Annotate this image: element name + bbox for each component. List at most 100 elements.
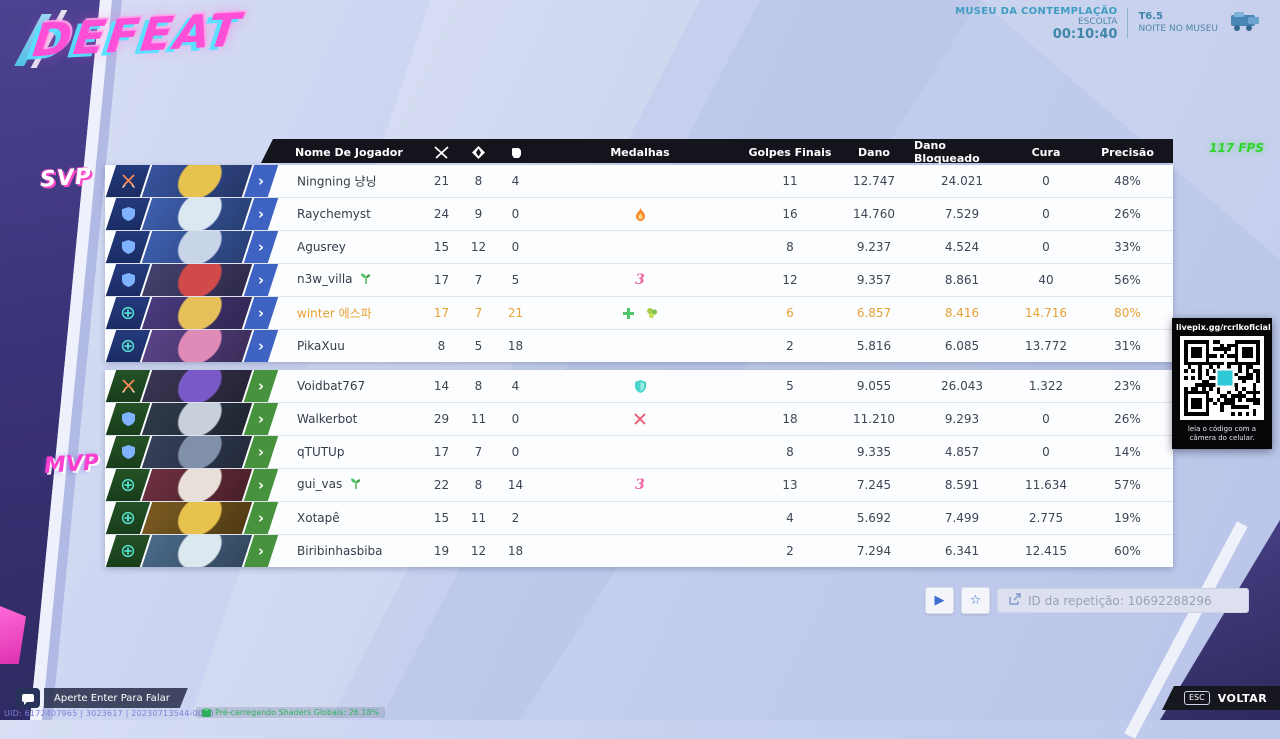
assists-value: 4 [511, 379, 520, 393]
damage-blocked-value: 8.416 [944, 306, 980, 320]
hero-portrait [141, 330, 253, 362]
player-row[interactable]: › gui_vas 22 8 14 3 13 7.245 8.591 11.634 57% [105, 468, 1173, 501]
copy-replay-icon [1008, 592, 1022, 609]
role-vanguard-icon [105, 403, 151, 435]
assists-icon [497, 139, 534, 165]
chevron-right-icon: › [257, 336, 265, 355]
hero-portrait [141, 469, 253, 501]
enemy-team-block: › Voidbat767 14 8 4 5 9.055 26.043 1.322 23% › Walk… [105, 370, 1173, 567]
damage-value: 7.294 [856, 544, 892, 558]
role-vanguard-icon [105, 231, 151, 263]
header-bar [261, 139, 1173, 163]
accuracy-value: 48% [1114, 174, 1141, 188]
role-strategist-icon [105, 330, 151, 362]
deaths-value: 7 [474, 445, 483, 459]
player-name: Ningning 냥닝 [297, 174, 377, 189]
defeat-banner: DEFEAT [30, 3, 245, 68]
medals-cell [534, 403, 746, 435]
qr-title: livepix.gg/rcrlkoficial [1176, 323, 1271, 332]
chevron-right-icon: › [257, 376, 265, 395]
esc-keycap: ESC [1184, 691, 1210, 705]
final-hits-value: 11 [782, 174, 798, 188]
back-button[interactable]: ESC VOLTAR [1162, 686, 1280, 710]
header-healing: Cura [1031, 145, 1061, 159]
medal-red-swords-icon [634, 413, 646, 425]
medal-flame-icon [635, 207, 646, 221]
medal-shield-icon [634, 379, 646, 393]
shader-progress-text: Pré-carregando Shaders Globais: 26.18% [215, 708, 380, 717]
final-hits-value: 18 [782, 412, 798, 426]
final-hits-value: 6 [786, 306, 794, 320]
final-hits-value: 8 [786, 240, 794, 254]
assists-value: 0 [511, 240, 520, 254]
eliminations-icon [423, 139, 460, 165]
kills-value: 15 [433, 240, 450, 254]
damage-value: 11.210 [853, 412, 895, 426]
mvp-label: MVP [43, 450, 100, 479]
play-replay-button[interactable]: ▶ [925, 587, 954, 614]
replay-id-box[interactable]: ID da repetição: 10692288296 [997, 588, 1249, 613]
player-row[interactable]: › PikaXuu 8 5 18 2 5.816 6.085 13.772 31% [105, 329, 1173, 362]
role-duelist-icon [105, 370, 151, 402]
chat-hint-text: Aperte Enter Para Falar [54, 692, 170, 704]
chevron-right-icon: › [257, 171, 265, 190]
medal-green-cross-icon [622, 307, 634, 319]
role-strategist-icon [105, 502, 151, 534]
healing-value: 0 [1042, 174, 1050, 188]
round-name: NOITE NO MUSEU [1138, 24, 1218, 34]
hero-portrait [141, 165, 253, 197]
healing-value: 0 [1042, 412, 1050, 426]
match-timer: 00:10:40 [1052, 27, 1118, 42]
player-row[interactable]: › Walkerbot 29 11 0 18 11.210 9.293 0 26% [105, 402, 1173, 435]
player-row[interactable]: › Agusrey 15 12 0 8 9.237 4.524 0 33% [105, 230, 1173, 263]
player-name: qTUTUp [297, 445, 345, 459]
hero-portrait [141, 198, 253, 230]
player-row[interactable]: › Xotapê 15 11 2 4 5.692 7.499 2.775 19% [105, 501, 1173, 534]
player-row[interactable]: › Raychemyst 24 9 0 16 14.760 7.529 0 26% [105, 197, 1173, 230]
result-text: DEFEAT [29, 2, 246, 68]
player-name: Voidbat767 [297, 379, 366, 393]
scoreboard-header: Nome De Jogador Medalhas Golpes Finais D… [105, 139, 1173, 165]
damage-blocked-value: 7.499 [944, 511, 980, 525]
chevron-right-icon: › [257, 270, 265, 289]
kills-value: 29 [433, 412, 450, 426]
healing-value: 14.716 [1025, 306, 1067, 320]
healing-value: 2.775 [1028, 511, 1064, 525]
kills-value: 22 [433, 478, 450, 492]
deaths-value: 8 [474, 379, 483, 393]
role-vanguard-icon [105, 198, 151, 230]
kills-value: 21 [433, 174, 450, 188]
accuracy-value: 80% [1114, 306, 1141, 320]
accuracy-value: 60% [1114, 544, 1141, 558]
medals-cell [534, 502, 746, 534]
accuracy-value: 56% [1114, 273, 1141, 287]
healing-value: 1.322 [1028, 379, 1064, 393]
player-row[interactable]: › n3w_villa 17 7 5 3 12 9.357 8.861 40 56% [105, 263, 1173, 296]
player-row[interactable]: › Voidbat767 14 8 4 5 9.055 26.043 1.322 23% [105, 370, 1173, 402]
player-row[interactable]: › Biribinhasbiba 19 12 18 2 7.294 6.341 12.415 60… [105, 534, 1173, 567]
chevron-right-icon: › [257, 303, 265, 322]
final-hits-value: 5 [786, 379, 794, 393]
uid-text: UID: 6172407965 | 3023617 | 20230713544-… [4, 709, 214, 718]
chat-hint[interactable]: Aperte Enter Para Falar [16, 688, 188, 708]
player-row[interactable]: › winter 에스파 17 7 21 6 6.857 8.416 14.716 80% [105, 296, 1173, 329]
medals-cell [534, 231, 746, 263]
medal-pink-three-icon: 3 [635, 272, 645, 288]
header-player: Nome De Jogador [295, 145, 403, 159]
shader-icon [202, 708, 211, 717]
player-cell: › Raychemyst [105, 198, 423, 230]
deaths-value: 12 [470, 240, 487, 254]
round-number: T6.5 [1138, 11, 1163, 22]
player-row[interactable]: › qTUTUp 17 7 0 8 9.335 4.857 0 14% [105, 435, 1173, 468]
damage-blocked-value: 24.021 [941, 174, 983, 188]
seedling-icon [360, 273, 372, 288]
player-row[interactable]: › Ningning 냥닝 21 8 4 11 12.747 24.021 0 48% [105, 165, 1173, 197]
role-vanguard-icon [105, 436, 151, 468]
kills-value: 17 [433, 445, 450, 459]
assists-value: 0 [511, 207, 520, 221]
qr-panel: livepix.gg/rcrlkoficial leia o código co… [1172, 318, 1272, 449]
medals-cell [534, 370, 746, 402]
favorite-replay-button[interactable]: ☆ [961, 587, 990, 614]
deaths-value: 11 [470, 412, 487, 426]
player-name: Agusrey [297, 240, 346, 254]
